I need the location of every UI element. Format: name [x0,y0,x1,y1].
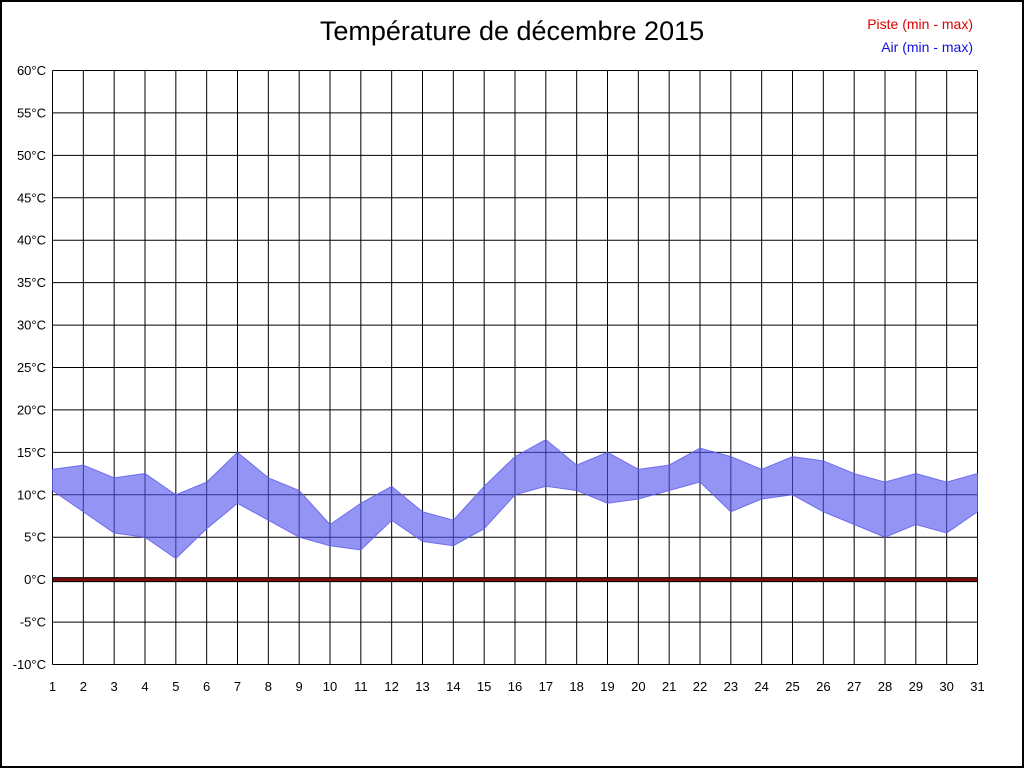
svg-text:23: 23 [724,679,738,694]
svg-text:20°C: 20°C [17,402,46,417]
svg-text:18: 18 [569,679,583,694]
chart-legend: Piste (min - max) Air (min - max) [867,13,973,59]
svg-text:14: 14 [446,679,460,694]
svg-text:21: 21 [662,679,676,694]
svg-text:-5°C: -5°C [20,615,46,630]
piste-band [52,577,978,583]
svg-text:10: 10 [323,679,337,694]
svg-text:30°C: 30°C [17,318,46,333]
svg-text:20: 20 [631,679,645,694]
svg-text:10°C: 10°C [17,487,46,502]
svg-text:26: 26 [816,679,830,694]
svg-text:15°C: 15°C [17,445,46,460]
x-axis-labels: 1 2 3 4 5 6 7 8 9 10 11 12 13 14 15 16 17 18 19 20 21 22 23 24 2… [49,679,985,694]
svg-text:11: 11 [354,679,368,694]
svg-text:1: 1 [49,679,56,694]
svg-text:28: 28 [878,679,892,694]
svg-text:25°C: 25°C [17,360,46,375]
chart-title: Température de décembre 2015 [319,16,705,46]
svg-text:40°C: 40°C [17,233,46,248]
svg-text:3: 3 [111,679,118,694]
svg-text:30: 30 [939,679,953,694]
svg-text:5°C: 5°C [24,530,46,545]
svg-text:15: 15 [477,679,491,694]
legend-air-label: Air (min - max) [881,39,973,55]
svg-text:50°C: 50°C [17,148,46,163]
svg-text:9: 9 [296,679,303,694]
svg-text:17: 17 [539,679,553,694]
svg-text:45°C: 45°C [17,190,46,205]
svg-text:31: 31 [970,679,984,694]
svg-text:5: 5 [172,679,179,694]
svg-text:12: 12 [384,679,398,694]
svg-text:0°C: 0°C [24,572,46,587]
svg-text:29: 29 [909,679,923,694]
svg-text:13: 13 [415,679,429,694]
svg-text:25: 25 [785,679,799,694]
svg-text:35°C: 35°C [17,275,46,290]
svg-text:8: 8 [265,679,272,694]
svg-text:22: 22 [693,679,707,694]
y-axis-labels: 60°C 55°C 50°C 45°C 40°C 35°C 30°C 25°C 20°C 15°C… [13,63,46,672]
grid [52,70,978,665]
svg-text:2: 2 [80,679,87,694]
svg-text:4: 4 [141,679,148,694]
svg-text:60°C: 60°C [17,63,46,78]
svg-text:16: 16 [508,679,522,694]
svg-text:55°C: 55°C [17,105,46,120]
air-band [52,439,978,560]
svg-text:7: 7 [234,679,241,694]
svg-text:19: 19 [600,679,614,694]
svg-text:24: 24 [754,679,768,694]
svg-text:-10°C: -10°C [13,657,46,672]
legend-piste-label: Piste (min - max) [867,16,973,32]
svg-text:6: 6 [203,679,210,694]
svg-text:27: 27 [847,679,861,694]
